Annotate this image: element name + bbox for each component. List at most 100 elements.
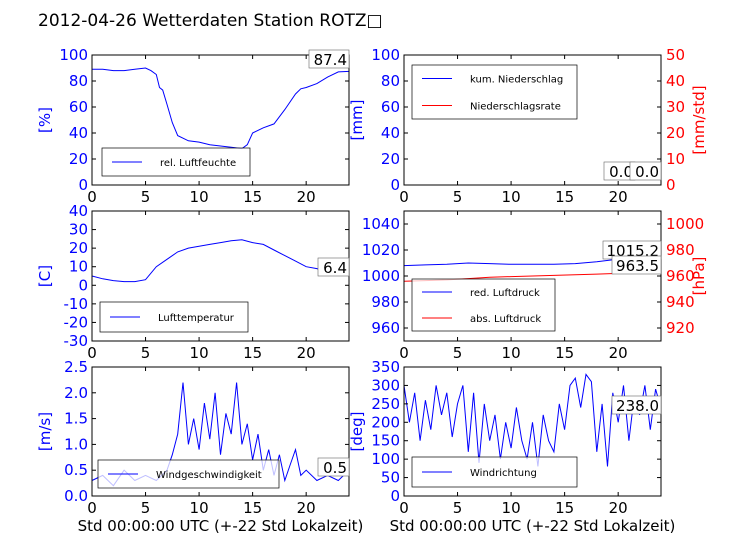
y-tick-label: 0 — [390, 487, 400, 505]
x-tick-label: 10 — [502, 499, 521, 517]
legend-label: Windgeschwindigkeit — [156, 470, 262, 481]
y-tick-label: 2.5 — [64, 358, 88, 376]
x-tick-label: 5 — [141, 344, 151, 362]
y-axis-label: [deg] — [348, 412, 366, 452]
value-annotation: 238.0 — [616, 397, 659, 415]
value-annotation-box — [611, 255, 662, 275]
y-right-tick-label: 40 — [666, 72, 685, 90]
x-tick-label: 5 — [453, 188, 463, 206]
y-right-tick-label: 10 — [666, 150, 685, 168]
y-tick-label: 300 — [371, 376, 400, 394]
series-group — [91, 239, 350, 283]
series-line-wind-direction-0 — [403, 373, 662, 467]
y-tick-label: -30 — [64, 332, 89, 350]
legend-label: Niederschlagsrate — [470, 102, 561, 113]
x-tick-label: 15 — [243, 344, 262, 362]
x-axis-label: Std 00:00:00 UTC (+-22 Std Lokalzeit) — [78, 517, 364, 535]
x-tick-label: 10 — [502, 188, 521, 206]
y-tick-label: 60 — [69, 98, 88, 116]
x-axis-label: Std 00:00:00 UTC (+-22 Std Lokalzeit) — [390, 517, 676, 535]
value-annotation-box — [308, 49, 350, 69]
y-tick-label: 100 — [371, 46, 400, 64]
chart-panel-wind-speed: 0 5 10 15 20 0.0 0.5 1.0 1.5 2.0 2.5 [m/s] Std 00:00… — [36, 358, 363, 535]
x-tick-label: 10 — [190, 188, 209, 206]
x-tick-label: 20 — [609, 344, 628, 362]
value-annotation: 1015.2 — [607, 242, 660, 260]
y-tick-label: 0 — [78, 176, 88, 194]
y-axis-label: [mm] — [348, 100, 366, 141]
legend-box — [411, 278, 556, 332]
x-tick-label: 15 — [555, 344, 574, 362]
plot-frame — [91, 54, 350, 186]
y-tick-label: -20 — [64, 313, 89, 331]
y-right-tick-label: 980 — [666, 241, 695, 259]
y-tick-label: 1040 — [362, 215, 400, 233]
y-right-tick-label: 0 — [666, 176, 676, 194]
value-annotation-box — [629, 161, 662, 181]
legend: rel. Luftfeuchte — [101, 147, 251, 177]
legend: Lufttemperatur — [99, 301, 249, 333]
x-tick-label: 5 — [141, 499, 151, 517]
chart-panel-precipitation: 0 5 10 15 20 0 20 40 60 80 100 0 10 20 30 40 50 [mm] [mm/s… — [348, 46, 708, 206]
y-right-tick-label: 960 — [666, 267, 695, 285]
y-right-tick-label: 1000 — [666, 215, 704, 233]
value-annotation: 0.0 — [609, 163, 633, 181]
y-axis-label: [C] — [36, 265, 54, 287]
y-tick-label: 350 — [371, 358, 400, 376]
y-right-axis-label: [mm/std] — [690, 85, 708, 154]
page-title: 2012-04-26 Wetterdaten Station ROTZ□ — [38, 11, 383, 31]
x-tick-label: 15 — [243, 188, 262, 206]
series-line-humidity-0 — [92, 67, 350, 150]
y-right-tick-label: 50 — [666, 46, 685, 64]
value-annotation: 963.5 — [616, 257, 659, 275]
plot-frame — [403, 366, 662, 497]
y-tick-label: 60 — [381, 98, 400, 116]
y-right-tick-label: 920 — [666, 319, 695, 337]
value-annotation: 87.4 — [314, 51, 347, 69]
y-tick-label: 100 — [371, 450, 400, 468]
x-tick-label: 10 — [502, 344, 521, 362]
y-right-tick-label: 20 — [666, 124, 685, 142]
y-tick-label: 50 — [381, 469, 400, 487]
x-tick-label: 5 — [453, 344, 463, 362]
y-tick-label: 80 — [69, 72, 88, 90]
legend-label: kum. Niederschlag — [470, 75, 563, 86]
y-tick-label: 10 — [69, 258, 88, 276]
y-tick-label: 0.0 — [64, 487, 88, 505]
legend: Windgeschwindigkeit — [97, 459, 280, 489]
legend-label: Windrichtung — [470, 468, 537, 479]
x-tick-label: 15 — [555, 188, 574, 206]
x-tick-label: 0 — [87, 499, 97, 517]
value-annotation-box — [611, 395, 662, 415]
y-tick-label: 200 — [371, 413, 400, 431]
y-tick-label: 100 — [59, 46, 88, 64]
x-tick-label: 15 — [555, 499, 574, 517]
value-annotation: 6.4 — [323, 259, 347, 277]
plot-frame — [403, 54, 662, 186]
y-tick-label: 20 — [69, 150, 88, 168]
y-tick-label: 0 — [390, 176, 400, 194]
x-tick-label: 20 — [297, 188, 316, 206]
y-tick-label: 1.0 — [64, 435, 88, 453]
x-tick-label: 5 — [141, 188, 151, 206]
plot-frame — [91, 366, 350, 497]
x-tick-label: 5 — [453, 499, 463, 517]
chart-panel-humidity: 0 5 10 15 20 0 20 40 60 80 100 [%] rel. Luftfeuchte 8… — [36, 46, 350, 206]
y-tick-label: 40 — [381, 124, 400, 142]
y-right-tick-label: 940 — [666, 293, 695, 311]
chart-panel-temperature: 0 5 10 15 20-30-20-10010203040[C]Lufttempera… — [36, 202, 350, 362]
y-tick-label: 150 — [371, 432, 400, 450]
y-tick-label: 1.5 — [64, 410, 88, 428]
y-tick-label: 30 — [69, 221, 88, 239]
y-tick-label: 20 — [69, 239, 88, 257]
x-tick-label: 20 — [297, 499, 316, 517]
value-annotation-box — [317, 257, 350, 277]
y-tick-label: 980 — [371, 293, 400, 311]
y-tick-label: 20 — [381, 150, 400, 168]
x-tick-label: 0 — [399, 499, 409, 517]
legend-label: abs. Luftdruck — [470, 314, 541, 325]
